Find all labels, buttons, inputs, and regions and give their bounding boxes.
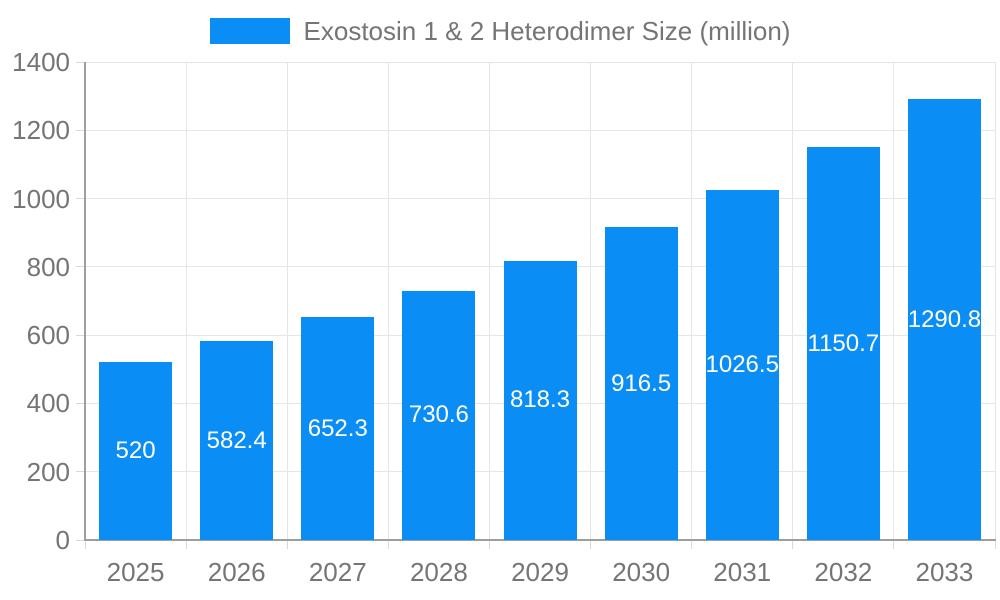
x-axis-line: [84, 539, 996, 541]
x-tick-label: 2031: [713, 557, 772, 587]
bar: 520: [99, 362, 173, 540]
y-axis-tick: [76, 402, 85, 404]
bar: 652.3: [301, 317, 375, 540]
x-axis-tick: [84, 540, 86, 549]
x-tick-label: 2033: [915, 557, 974, 587]
bar-value-label: 916.5: [611, 369, 672, 397]
x-tick-label: 2032: [814, 557, 873, 587]
y-axis-tick: [76, 334, 85, 336]
y-tick-label: 1200: [12, 115, 70, 146]
bar-value-label: 1150.7: [807, 329, 880, 357]
legend: Exostosin 1 & 2 Heterodimer Size (millio…: [0, 16, 1000, 46]
gridline-vertical: [488, 62, 490, 540]
gridline-horizontal: [85, 129, 995, 131]
gridline-horizontal: [85, 61, 995, 63]
legend-swatch: [209, 18, 290, 44]
x-axis-tick: [691, 540, 693, 549]
y-axis-tick: [76, 61, 85, 63]
bar-value-label: 652.3: [307, 414, 368, 442]
x-axis-tick: [792, 540, 794, 549]
bar: 1150.7: [806, 147, 880, 540]
bar-value-label: 818.3: [509, 386, 571, 414]
bar-value-label: 582.4: [206, 426, 267, 454]
gridline-vertical: [893, 62, 895, 540]
bar: 1290.8: [908, 99, 981, 540]
bar-value-label: 1026.5: [705, 350, 779, 378]
x-tick-label: 2026: [207, 557, 266, 587]
bar-value-label: 730.6: [408, 401, 469, 429]
bar: 818.3: [503, 260, 577, 540]
y-axis-tick: [76, 471, 85, 473]
y-axis-tick: [76, 198, 85, 200]
gridline-horizontal: [85, 198, 995, 200]
gridline-vertical: [590, 62, 592, 540]
x-axis-tick: [185, 540, 187, 549]
bar: 916.5: [604, 227, 678, 540]
gridline-vertical: [792, 62, 794, 540]
x-axis-tick: [387, 540, 389, 549]
gridline-vertical: [387, 62, 389, 540]
bar: 582.4: [200, 341, 274, 540]
y-tick-label: 1000: [12, 183, 70, 214]
gridline-vertical: [691, 62, 693, 540]
x-axis-tick: [590, 540, 592, 549]
y-axis-line: [84, 62, 86, 540]
y-axis-tick: [76, 539, 85, 541]
x-tick-label: 2028: [409, 557, 468, 587]
x-axis-tick: [286, 540, 288, 549]
x-axis-tick: [994, 540, 996, 549]
x-axis-tick: [893, 540, 895, 549]
gridline-vertical: [286, 62, 288, 540]
x-tick-label: 2030: [612, 557, 671, 587]
y-axis-tick: [76, 129, 85, 131]
x-tick-label: 2029: [511, 557, 569, 587]
bar-value-label: 520: [115, 437, 156, 465]
legend-label: Exostosin 1 & 2 Heterodimer Size (millio…: [303, 16, 791, 46]
gridline-vertical: [185, 62, 187, 540]
y-tick-label: 1400: [12, 47, 70, 77]
x-tick-label: 2025: [106, 557, 165, 587]
y-tick-label: 600: [26, 320, 70, 351]
y-tick-label: 0: [55, 525, 70, 555]
gridline-vertical: [994, 62, 996, 540]
y-tick-label: 200: [26, 456, 70, 487]
plot-area: 0 200 400 600 800 1000 1200 1400 520 2025 582.4 202…: [12, 47, 996, 587]
y-axis-tick: [76, 266, 85, 268]
bar: 1026.5: [705, 189, 779, 540]
x-tick-label: 2027: [308, 557, 367, 587]
x-axis-tick: [488, 540, 490, 549]
y-tick-label: 400: [26, 388, 70, 419]
y-tick-label: 800: [26, 251, 70, 282]
bar: 730.6: [402, 290, 476, 540]
bar-value-label: 1290.8: [907, 305, 982, 333]
